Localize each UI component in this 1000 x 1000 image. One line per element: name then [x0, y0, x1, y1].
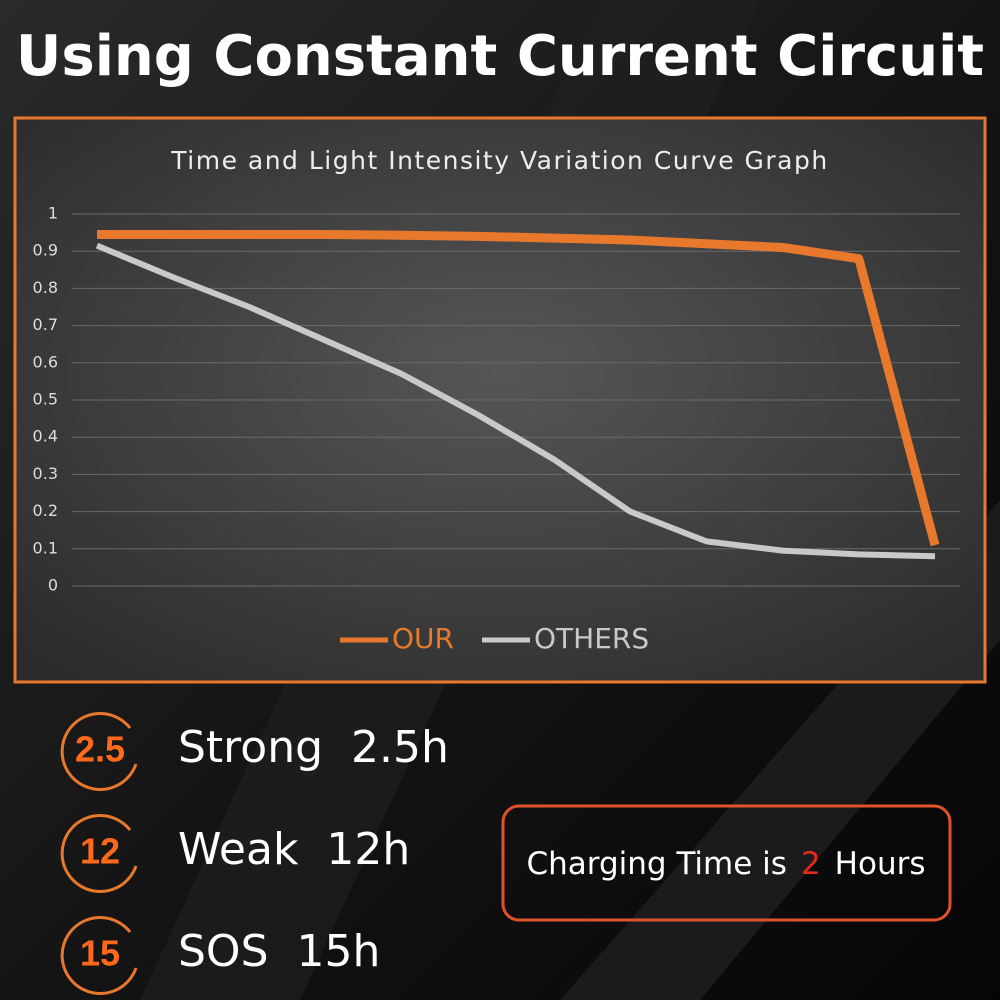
y-tick-label: 0 — [48, 576, 58, 595]
y-tick-label: 0.2 — [33, 501, 58, 520]
badge-ring — [60, 915, 138, 995]
chart-title: Time and Light Intensity Variation Curve… — [170, 146, 828, 175]
y-tick-label: 0.4 — [33, 427, 58, 446]
series-line — [95, 242, 936, 560]
badge-number: 2.5 — [75, 729, 125, 770]
y-tick-label: 1 — [48, 204, 58, 223]
legend-label: OUR — [392, 622, 454, 655]
plot: 0 0.1 0.2 0.3 0.4 0.5 0.6 0.7 0.8 0.9 1 OUR OTHERS — [33, 204, 960, 655]
badge-number: 15 — [80, 933, 120, 974]
badge-ring — [60, 813, 138, 893]
y-tick-label: 0.7 — [33, 315, 58, 334]
badge-ring — [60, 711, 138, 791]
charging-before: Charging Time is — [526, 846, 786, 882]
feature-label: SOS 15h — [178, 926, 380, 977]
feature-label: Weak 12h — [178, 824, 410, 875]
legend-label: OTHERS — [534, 622, 649, 655]
title: Using Constant Current Circuit — [16, 24, 984, 89]
y-tick-label: 0.8 — [33, 278, 58, 297]
charging-highlight: 2 — [801, 846, 821, 882]
y-tick-label: 0.6 — [33, 352, 58, 371]
charging-after: Hours — [835, 846, 926, 882]
features: 2.5 Strong 2.5h 12 Weak 12h 15 SOS 15h — [60, 711, 449, 995]
y-tick-label: 0.1 — [33, 538, 58, 557]
series-line — [97, 229, 940, 547]
charging-text: Charging Time is 2 Hours — [526, 846, 925, 882]
charging-box — [501, 804, 952, 922]
y-tick-label: 0.5 — [33, 390, 58, 409]
y-tick-label: 0.3 — [33, 464, 58, 483]
badge-number: 12 — [80, 831, 120, 872]
feature-label: Strong 2.5h — [178, 722, 449, 773]
y-tick-label: 0.9 — [33, 241, 58, 260]
